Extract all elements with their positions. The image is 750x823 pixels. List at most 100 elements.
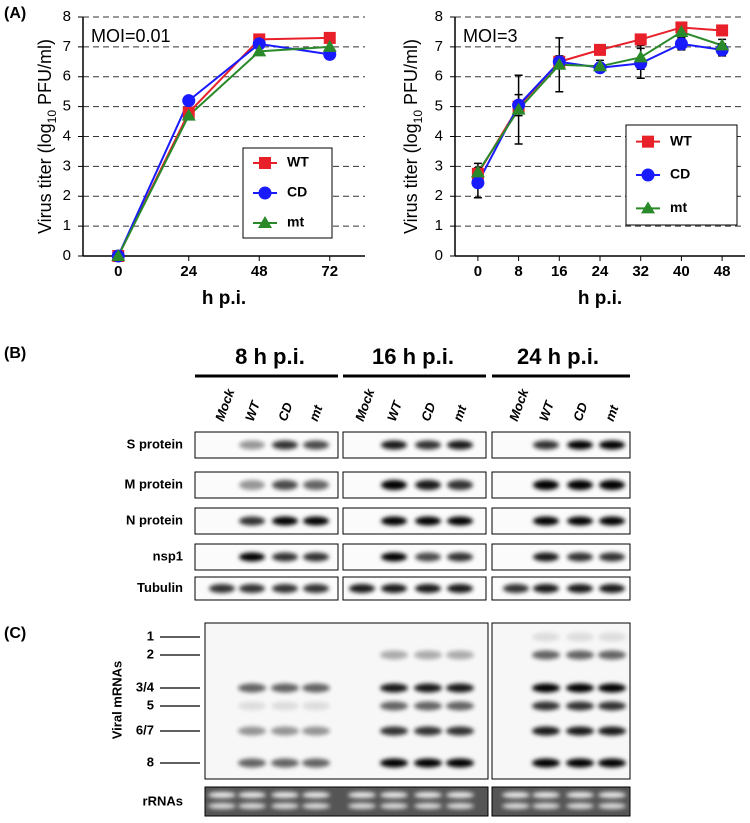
timepoint-label: 24 h p.i. — [517, 344, 599, 369]
rrna-band — [380, 803, 408, 809]
marker — [322, 39, 337, 52]
blot-panel — [194, 576, 339, 601]
blot-panel — [194, 507, 339, 535]
blot-band — [381, 480, 407, 490]
blot-band — [415, 552, 441, 562]
rna-band — [238, 758, 266, 768]
blot-band — [533, 480, 559, 490]
rna-band — [566, 701, 594, 711]
marker — [633, 50, 648, 63]
blot-band — [447, 480, 473, 490]
blot-band — [533, 440, 559, 450]
y-tick-label: 1 — [63, 217, 71, 234]
marker — [252, 37, 266, 51]
marker — [641, 201, 655, 214]
marker — [674, 24, 689, 37]
blot-band — [599, 552, 625, 562]
marker — [511, 102, 526, 115]
rna-band — [380, 758, 408, 768]
rna-band — [271, 758, 299, 768]
blot-band — [415, 516, 441, 526]
y-tick-label: 5 — [435, 98, 443, 115]
marker — [258, 216, 272, 228]
marker — [594, 43, 606, 56]
rrna-band — [502, 792, 530, 798]
rna-band — [446, 726, 474, 736]
panel-label: (A) — [4, 5, 26, 22]
blot-band — [599, 440, 625, 450]
marker — [111, 249, 126, 261]
blot-band — [209, 584, 235, 593]
x-tick-label: 0 — [114, 263, 122, 280]
blot-band — [239, 480, 265, 490]
marker — [674, 37, 688, 51]
y-axis-label: Virus titer (log10 PFU/ml) — [401, 39, 425, 234]
marker — [252, 44, 267, 57]
y-tick-label: 8 — [63, 8, 71, 25]
blot-band — [533, 552, 559, 562]
row-label: N protein — [126, 512, 183, 527]
y-axis-label-part: Virus titer (log — [401, 123, 421, 234]
chart-title: MOI=3 — [463, 26, 518, 46]
rrna-band — [380, 792, 408, 798]
legend-label: WT — [287, 154, 309, 170]
blot-band — [239, 516, 265, 526]
y-tick-label: 1 — [435, 217, 443, 234]
rrna-band — [302, 792, 330, 798]
blot-band — [447, 516, 473, 526]
panel-label: (B) — [4, 345, 26, 362]
northern-y-label: Viral mRNAs — [109, 661, 124, 740]
x-tick-label: 72 — [321, 263, 338, 280]
rrna-band — [348, 803, 376, 809]
rrna-band — [238, 792, 266, 798]
blot-band — [567, 440, 593, 450]
band-label: 2 — [147, 646, 154, 661]
lane-label: CD — [570, 400, 591, 423]
band-label: 1 — [147, 628, 154, 643]
rna-band — [532, 683, 560, 693]
blot-band — [272, 584, 298, 593]
rna-band — [598, 758, 626, 768]
marker — [715, 38, 730, 51]
x-tick-label: 24 — [592, 263, 609, 280]
x-tick-label: 40 — [673, 263, 690, 280]
rna-band — [566, 632, 594, 642]
blot-band — [272, 552, 298, 562]
marker — [470, 165, 485, 178]
rna-band — [446, 683, 474, 693]
x-tick-label: 24 — [180, 263, 197, 280]
blot-band — [567, 584, 593, 593]
rna-band — [566, 758, 594, 768]
rna-band — [414, 650, 442, 660]
rna-band — [598, 632, 626, 642]
marker — [716, 24, 729, 37]
y-tick-label: 2 — [435, 187, 443, 204]
rna-band — [414, 726, 442, 736]
rna-band — [380, 726, 408, 736]
rna-band — [446, 701, 474, 711]
rna-band — [302, 726, 330, 736]
blot-band — [239, 552, 265, 562]
rrna-gel — [204, 786, 489, 817]
rrna-band — [532, 803, 560, 809]
marker — [552, 57, 567, 70]
blot-band — [599, 584, 625, 593]
marker — [258, 186, 272, 200]
marker — [181, 108, 196, 121]
blot-band — [303, 552, 329, 562]
rrna-band — [208, 803, 236, 809]
rrna-band — [532, 792, 560, 798]
x-axis-label: h p.i. — [578, 288, 622, 309]
blot-band — [272, 440, 298, 450]
y-axis-label-part: Virus titer (log — [35, 123, 55, 234]
blot-band — [415, 584, 441, 593]
y-tick-label: 4 — [435, 127, 443, 144]
rna-band — [414, 758, 442, 768]
loading-label: rRNAs — [143, 793, 183, 808]
row-label: Tubulin — [137, 580, 183, 595]
rrna-band — [446, 792, 474, 798]
row-label: nsp1 — [153, 548, 183, 563]
blot-panel — [491, 576, 631, 601]
rna-band — [414, 701, 442, 711]
